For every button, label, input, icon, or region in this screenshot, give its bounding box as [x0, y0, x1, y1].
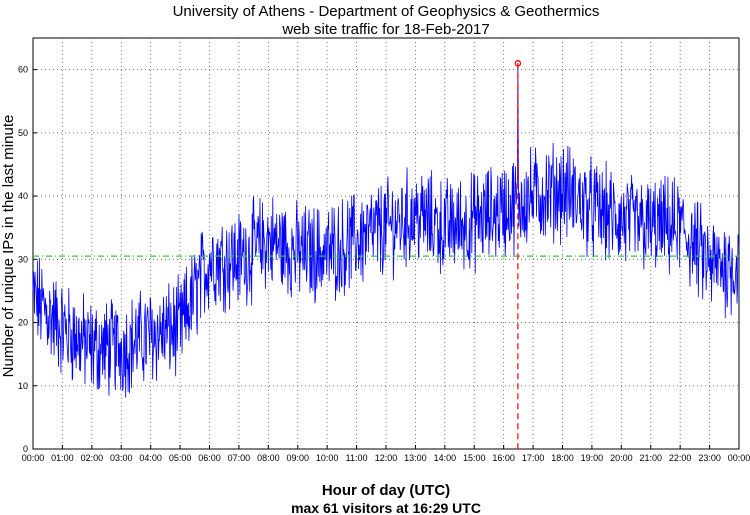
chart-subtitle: web site traffic for 18-Feb-2017	[281, 21, 489, 38]
x-axis-ticks: 00:00 01:00 02:00 03:00 04:00 05:00 06:00 07:00…	[22, 445, 750, 463]
y-tick-label: 30	[18, 254, 28, 264]
x-tick-label: 19:00	[581, 453, 604, 463]
x-tick-label: 03:00	[110, 453, 133, 463]
x-tick-label: 16:00	[492, 453, 515, 463]
x-tick-label: 07:00	[228, 453, 251, 463]
y-tick-label: 10	[18, 381, 28, 391]
x-tick-label: 13:00	[404, 453, 427, 463]
series-layer	[32, 63, 739, 398]
y-tick-label: 20	[18, 318, 28, 328]
x-tick-label: 00:00	[728, 453, 750, 463]
x-tick-label: 00:00	[22, 453, 45, 463]
x-tick-label: 21:00	[639, 453, 662, 463]
max-caption: max 61 visitors at 16:29 UTC	[291, 500, 481, 515]
x-tick-label: 22:00	[669, 453, 692, 463]
x-tick-label: 01:00	[51, 453, 74, 463]
x-tick-label: 08:00	[257, 453, 280, 463]
max-marker-layer	[514, 60, 522, 449]
x-tick-label: 10:00	[316, 453, 339, 463]
y-tick-label: 40	[18, 191, 28, 201]
y-tick-label: 60	[18, 65, 28, 75]
x-tick-label: 18:00	[551, 453, 574, 463]
x-axis-label: Hour of day (UTC)	[322, 482, 450, 499]
x-tick-label: 06:00	[198, 453, 221, 463]
x-tick-label: 05:00	[169, 453, 192, 463]
traffic-series-line	[32, 63, 739, 398]
y-axis-label: Number of unique IPs in the last minute	[0, 115, 17, 378]
x-tick-label: 11:00	[346, 453, 368, 463]
x-tick-label: 20:00	[610, 453, 633, 463]
max-point-marker	[514, 60, 522, 67]
y-tick-label: 0	[23, 444, 28, 454]
x-tick-label: 17:00	[522, 453, 545, 463]
x-tick-label: 09:00	[286, 453, 309, 463]
x-tick-label: 12:00	[375, 453, 398, 463]
grid-lines	[33, 38, 739, 449]
x-tick-label: 15:00	[463, 453, 486, 463]
x-tick-label: 04:00	[139, 453, 162, 463]
x-tick-label: 23:00	[698, 453, 721, 463]
y-tick-label: 50	[18, 128, 28, 138]
x-tick-label: 14:00	[434, 453, 457, 463]
x-tick-label: 02:00	[81, 453, 104, 463]
chart-title: University of Athens - Department of Geo…	[173, 3, 600, 20]
y-axis-ticks: 0 10 20 30 40 50 60	[18, 65, 37, 454]
